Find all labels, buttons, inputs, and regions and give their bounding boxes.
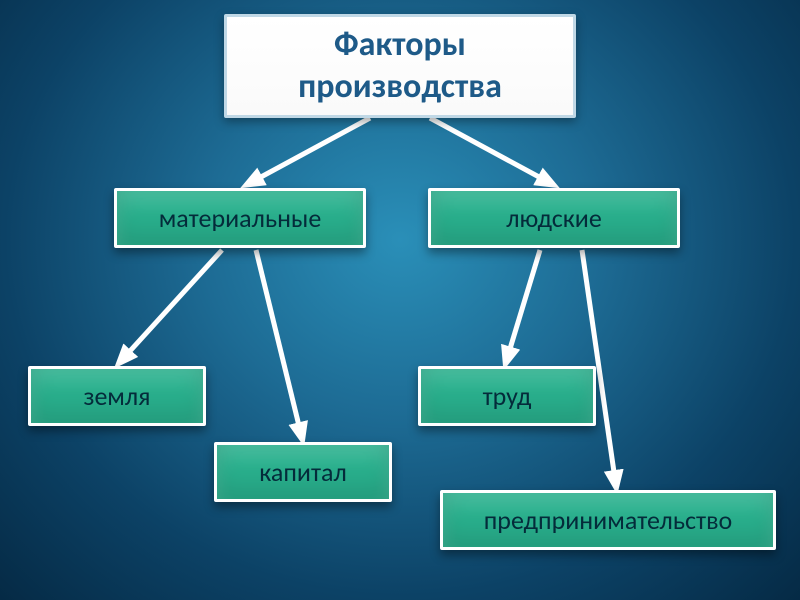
edge-title-human [430, 118, 552, 184]
node-land: земля [28, 366, 206, 426]
diagram-title-text: Факторы производства [241, 24, 559, 109]
diagram-title: Факторы производства [224, 14, 576, 118]
edge-material-capital [256, 250, 302, 438]
edge-material-land [120, 250, 222, 362]
node-enterpr: предпринимательство [440, 490, 776, 550]
node-human: людские [428, 188, 680, 248]
node-label: людские [506, 202, 602, 234]
edge-human-labor [506, 250, 540, 362]
node-label: труд [483, 380, 532, 412]
node-material: материальные [114, 188, 366, 248]
node-label: материальные [159, 202, 322, 234]
node-labor: труд [418, 366, 596, 426]
edge-title-material [248, 118, 370, 184]
node-label: капитал [259, 456, 347, 488]
node-label: предпринимательство [484, 504, 733, 536]
node-label: земля [84, 380, 151, 412]
node-capital: капитал [214, 442, 392, 502]
